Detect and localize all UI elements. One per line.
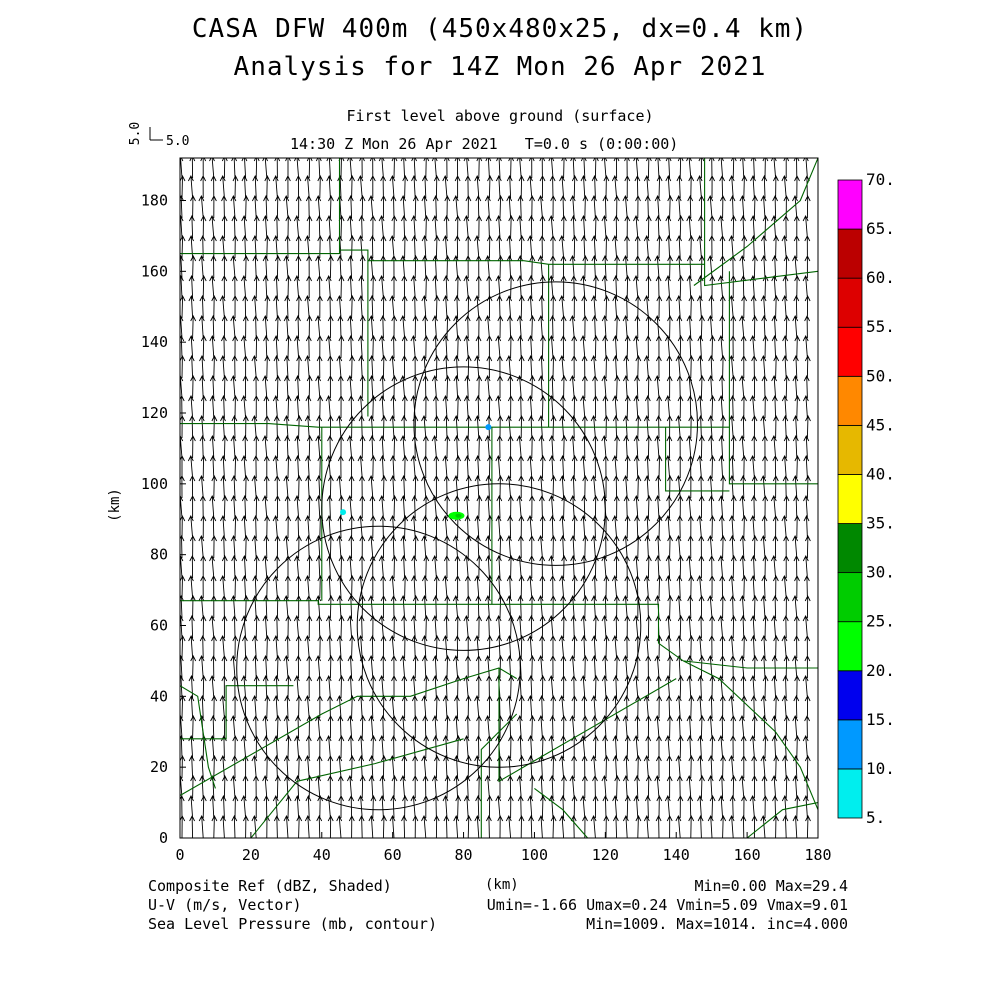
colorbar-swatch xyxy=(837,179,863,230)
colorbar-swatch xyxy=(837,375,863,426)
legend-pressure: Sea Level Pressure (mb, contour) xyxy=(148,915,437,933)
y-tick-label: 160 xyxy=(141,262,168,280)
colorbar-swatch xyxy=(837,572,863,623)
plot-title: CASA DFW 400m (450x480x25, dx=0.4 km) xyxy=(191,14,809,44)
y-tick-label: 140 xyxy=(141,333,168,351)
legend-reflectivity: Composite Ref (dBZ, Shaded) xyxy=(148,877,392,895)
x-tick-label: 40 xyxy=(313,846,331,864)
x-tick-label: 180 xyxy=(804,846,831,864)
y-tick-label: 120 xyxy=(141,404,168,422)
plot-frame xyxy=(179,157,819,839)
y-tick-label: 40 xyxy=(150,687,168,705)
stats-wind: Umin=-1.66 Umax=0.24 Vmin=5.09 Vmax=9.01 xyxy=(486,896,848,914)
range-ring-3 xyxy=(356,483,642,768)
colorbar-swatch xyxy=(837,621,863,672)
x-tick-label: 60 xyxy=(384,846,402,864)
stats-pressure: Min=1009. Max=1014. inc=4.000 xyxy=(586,915,848,933)
reflectivity-echoes xyxy=(340,424,492,520)
x-axis-label: (km) xyxy=(485,877,519,893)
colorbar-label: 65. xyxy=(866,219,895,238)
x-tick-label: 140 xyxy=(663,846,690,864)
colorbar-swatch xyxy=(837,523,863,574)
y-tick-label: 180 xyxy=(141,192,168,210)
plot-subtitle: Analysis for 14Z Mon 26 Apr 2021 xyxy=(233,52,767,82)
time-label: 14:30 Z Mon 26 Apr 2021 T=0.0 s (0:00:00… xyxy=(290,135,679,153)
colorbar-label: 10. xyxy=(866,759,895,778)
x-tick-label: 0 xyxy=(175,846,184,864)
colorbar-swatch xyxy=(837,719,863,770)
colorbar-label: 55. xyxy=(866,317,895,336)
y-tick-label: 0 xyxy=(159,829,168,847)
colorbar-label: 70. xyxy=(866,170,895,189)
colorbar-label: 20. xyxy=(866,661,895,680)
colorbar-label: 60. xyxy=(866,268,895,287)
level-label: First level above ground (surface) xyxy=(346,107,654,125)
x-tick-label: 120 xyxy=(592,846,619,864)
colorbar-label: 30. xyxy=(866,563,895,582)
y-tick-label: 20 xyxy=(150,758,168,776)
legend-wind-vector: U-V (m/s, Vector) xyxy=(148,896,302,914)
colorbar-swatch xyxy=(837,474,863,524)
x-tick-label: 100 xyxy=(521,846,548,864)
axes: 0 20 40 60 80 100 120 140 160 180 0 20 40 60 80 100 120 1… xyxy=(141,192,832,865)
colorbar-swatch xyxy=(837,670,863,721)
x-tick-label: 80 xyxy=(455,846,473,864)
colorbar-swatch xyxy=(837,326,863,377)
colorbar-swatch xyxy=(837,228,863,279)
echo-2 xyxy=(485,424,492,431)
x-tick-label: 20 xyxy=(242,846,260,864)
y-tick-label: 80 xyxy=(150,546,168,564)
x-tick-label: 160 xyxy=(734,846,761,864)
colorbar-swatch xyxy=(837,768,863,819)
reference-vector xyxy=(149,127,163,141)
echo-3 xyxy=(340,509,347,516)
range-ring-1 xyxy=(413,281,698,566)
colorbar-swatch xyxy=(837,277,863,328)
colorbar-label: 40. xyxy=(866,464,895,483)
reference-vector-mark xyxy=(149,127,163,141)
y-tick-label: 100 xyxy=(141,475,168,493)
colorbar-swatch xyxy=(837,424,863,475)
stats-reflectivity: Min=0.00 Max=29.4 xyxy=(694,877,848,895)
colorbar-label: 25. xyxy=(866,612,895,631)
reference-vector-label-h: 5.0 xyxy=(166,134,190,149)
colorbar-label: 15. xyxy=(866,710,895,729)
range-ring-4 xyxy=(236,525,521,811)
colorbar-label: 35. xyxy=(866,514,895,533)
y-tick-label: 60 xyxy=(150,617,168,635)
colorbar-label: 45. xyxy=(866,415,895,434)
range-ring-2 xyxy=(321,366,606,651)
colorbar: 5. 10. 15. 20. 25. 30. 35. 40. 45. 50. 55. 60. 65. 70… xyxy=(837,170,895,827)
wind-vector-arrows xyxy=(180,158,811,838)
wind-vectors xyxy=(180,158,811,838)
colorbar-label: 50. xyxy=(866,366,895,385)
colorbar-label: 5. xyxy=(866,808,885,827)
radar-range-rings xyxy=(236,281,698,811)
echo-core xyxy=(455,513,462,518)
